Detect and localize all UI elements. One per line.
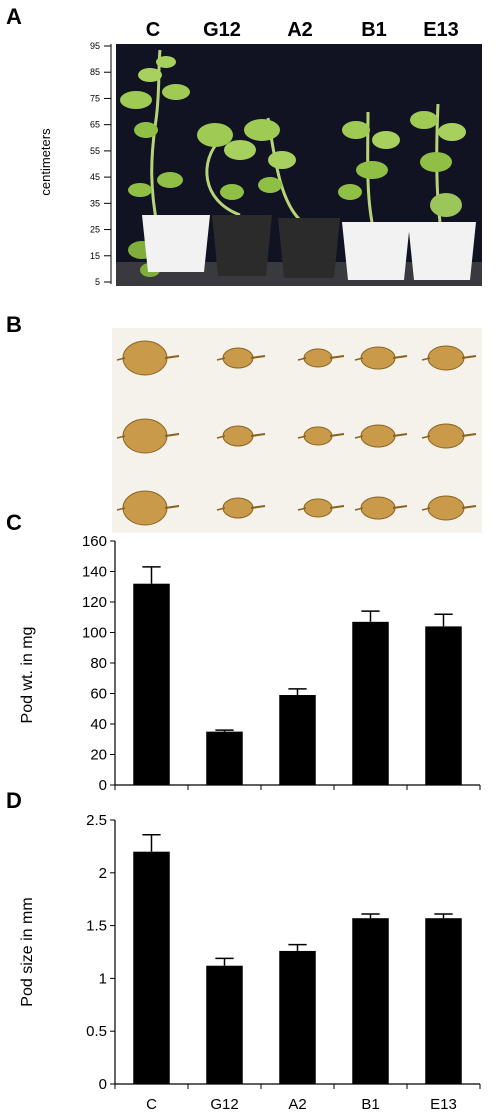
chart-d-bar-e13 [425, 918, 462, 1084]
plant-c [120, 49, 210, 277]
chart-d-y-tick-label: 1.5 [86, 918, 107, 935]
panel-letter-a: A [6, 4, 22, 29]
pod-weight-chart: Pod wt. in mg 0 20 40 60 80 100 120 140 160 C G12 A… [19, 533, 481, 800]
pod [354, 496, 408, 520]
pod-grid [116, 340, 477, 526]
chart-c-x-tick-label: C [146, 797, 157, 800]
pod [297, 426, 345, 446]
scale-tick-label: 75 [90, 93, 100, 103]
chart-d-y-tick-label: 1 [99, 970, 107, 987]
chart-c-bar-g12 [206, 731, 243, 785]
chart-d-y-tick-label: 2.5 [86, 812, 107, 829]
chart-c-y-tick-label: 140 [82, 564, 107, 581]
scale-tick-label: 35 [90, 198, 100, 208]
chart-c-y-tick-label: 100 [82, 625, 107, 642]
scale-tick-label: 5 [95, 277, 100, 287]
pod [421, 345, 477, 371]
pod [116, 490, 180, 526]
panel-letter-c: C [6, 510, 22, 535]
chart-d-x-tick-label: A2 [288, 1096, 306, 1113]
chart-d-y-tick-label: 0 [99, 1076, 107, 1093]
chart-d-x-tick-label: E13 [430, 1096, 457, 1113]
chart-c-bar-c [133, 583, 170, 785]
plant-label-c: C [146, 19, 160, 41]
chart-c-y-tick-label: 60 [90, 686, 107, 703]
chart-d-y-tick-label: 0.5 [86, 1023, 107, 1040]
chart-c-ylabel: Pod wt. in mg [19, 627, 36, 724]
pot-g12 [212, 215, 272, 276]
chart-c-x-tick-label: B1 [361, 797, 379, 800]
pod [116, 340, 180, 376]
chart-c-y-tick-label: 80 [90, 655, 107, 672]
chart-c-bar-e13 [425, 626, 462, 785]
chart-c-y-tick-label: 20 [90, 747, 107, 764]
plant-label-e13: E13 [423, 19, 459, 41]
chart-c-axes: 0 20 40 60 80 100 120 140 160 C G12 A2 B1 E13 [82, 533, 481, 800]
plant-a2 [244, 117, 340, 278]
chart-d-bar-c [133, 851, 170, 1084]
pod-photo-background [112, 328, 482, 533]
chart-d-y-tick-label: 2 [99, 865, 107, 882]
chart-c-x-tick-label: A2 [288, 797, 306, 800]
pod [116, 418, 180, 454]
chart-d-axes: 0 0.5 1 1.5 2 2.5 C G12 A2 B1 E13 [86, 812, 481, 1113]
scale-tick-label: 55 [90, 146, 100, 156]
plant-column-labels: C G12 A2 B1 E13 [146, 19, 459, 41]
scale-tick-label: 65 [90, 120, 100, 130]
pod [216, 347, 266, 369]
plant-e13 [408, 103, 476, 280]
panel-letter-d: D [6, 788, 22, 813]
chart-c-y-tick-label: 120 [82, 594, 107, 611]
pod [297, 348, 345, 368]
chart-d-bar-a2 [279, 950, 316, 1084]
chart-d-bar-b1 [352, 918, 389, 1084]
plant-g12 [197, 123, 272, 276]
chart-c-bar-a2 [279, 695, 316, 785]
chart-d-x-tick-label: G12 [210, 1096, 238, 1113]
scale-tick-label: 95 [90, 41, 100, 51]
plant-label-g12: G12 [203, 19, 241, 41]
chart-c-bar-b1 [352, 621, 389, 785]
plant-b1 [338, 111, 410, 280]
plant-label-b1: B1 [361, 19, 387, 41]
chart-d-bars [133, 834, 462, 1084]
pod-photo-panel [112, 328, 482, 533]
pot-e13 [408, 222, 476, 280]
pod-size-chart: Pod size in mm 0 0.5 1 1.5 2 2.5 C G12 A2 B1 E13 [19, 812, 481, 1113]
chart-d-x-tick-label: B1 [361, 1096, 379, 1113]
chart-c-y-tick-label: 160 [82, 533, 107, 550]
pod [421, 423, 477, 449]
chart-d-bar-g12 [206, 965, 243, 1084]
pot-b1 [342, 222, 410, 280]
scale-tick-label: 15 [90, 251, 100, 261]
pod [354, 424, 408, 448]
pot-a2 [278, 218, 340, 278]
pod [216, 425, 266, 447]
scale-tick-label: 85 [90, 67, 100, 77]
scale-tick-label: 45 [90, 172, 100, 182]
plant-photo-panel: C G12 A2 B1 E13 centimeters 95 85 75 65 55 45… [38, 19, 482, 287]
chart-c-y-tick-label: 40 [90, 716, 107, 733]
scale-tick-label: 25 [90, 225, 100, 235]
pod [421, 495, 477, 521]
pod [354, 346, 408, 370]
scale-label: centimeters [38, 128, 53, 196]
plant-label-a2: A2 [287, 19, 313, 41]
chart-c-y-tick-label: 0 [99, 777, 107, 794]
pot-c [142, 215, 210, 272]
chart-c-bars [133, 566, 462, 785]
pod [297, 498, 345, 518]
panel-letter-b: B [6, 312, 22, 337]
chart-d-x-tick-label: C [146, 1096, 157, 1113]
chart-c-x-tick-label: E13 [430, 797, 457, 800]
scale-ruler: 95 85 75 65 55 45 35 25 15 5 [90, 41, 111, 287]
chart-c-x-tick-label: G12 [210, 797, 238, 800]
chart-d-ylabel: Pod size in mm [19, 897, 36, 1006]
pod [216, 497, 266, 519]
